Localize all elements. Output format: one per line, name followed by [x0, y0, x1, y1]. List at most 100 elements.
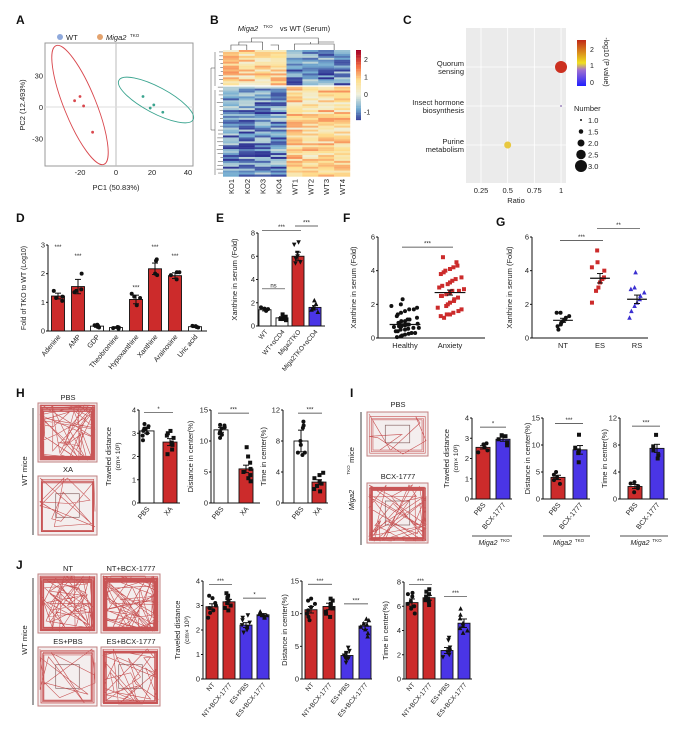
heatmap-cell [334, 63, 351, 66]
maze-h-xa [37, 475, 98, 536]
data-point [391, 325, 396, 330]
heatmap-cell [270, 115, 287, 119]
significance-label: ** [616, 223, 621, 229]
data-point [558, 310, 563, 315]
y-axis-label: Distance in center(%) [523, 422, 532, 494]
data-point [445, 650, 450, 655]
data-point [411, 325, 416, 330]
heatmap-cell [318, 129, 335, 132]
heatmap-cell [334, 96, 351, 99]
heatmap-cell [270, 168, 287, 171]
heatmap-cell [223, 98, 240, 101]
plot-area [466, 28, 566, 183]
heatmap-cell [318, 147, 335, 150]
heatmap-cell [270, 143, 287, 146]
heatmap-cell [318, 172, 335, 175]
y-tick-label: 4 [371, 266, 375, 275]
heatmap-cell [318, 96, 335, 99]
category-label: XA [163, 506, 175, 518]
heatmap-cell [270, 141, 287, 144]
y-tick-label: 0 [465, 495, 469, 504]
heatmap-cell [254, 53, 271, 57]
heatmap-cell [254, 156, 271, 160]
data-point [146, 424, 151, 429]
heatmap-cell [270, 112, 287, 115]
heatmap-cell [286, 108, 303, 111]
heatmap-cell [318, 160, 335, 164]
heatmap-cell [334, 51, 351, 55]
data-point [364, 622, 370, 627]
category-label: WT [258, 329, 270, 341]
heatmap-cell [302, 174, 319, 177]
maze-i-pbs [366, 411, 429, 457]
heatmap-cell [286, 158, 303, 162]
heatmap-cell [238, 55, 255, 59]
heatmap-cell [334, 77, 351, 80]
colorbar-step [356, 88, 361, 91]
data-point [218, 435, 223, 440]
maze-i-bcx [366, 482, 429, 544]
y-tick-label: 2 [397, 650, 401, 659]
heatmap-cell [254, 94, 271, 97]
y-axis-label: Xanthine in serum (Fold) [230, 238, 239, 321]
y-tick-label: 5 [295, 642, 299, 651]
heatmap-cell [254, 50, 271, 53]
heatmap-cell [286, 133, 303, 136]
heatmap-cell [254, 166, 271, 169]
y-tick-label: 0 [276, 499, 280, 508]
data-point [456, 288, 461, 293]
colorbar-step [356, 85, 361, 87]
heatmap-cell [334, 88, 351, 91]
heatmap-cell [223, 75, 240, 78]
data-point [399, 310, 404, 315]
maze-group-label: WT mice [20, 456, 29, 485]
data-point [554, 470, 559, 474]
heatmap-cell [270, 121, 287, 124]
y-axis-unit-label: (cm× 10³) [184, 616, 191, 644]
significance-label: *** [217, 579, 225, 585]
y-axis-label: Xanthine in serum (Fold) [349, 246, 358, 329]
data-point [347, 648, 352, 654]
data-point [423, 598, 428, 603]
heatmap-cell [318, 73, 335, 76]
heatmap-cell [270, 133, 287, 136]
data-point [576, 448, 581, 453]
heatmap-cell [286, 94, 303, 97]
heatmap-cell [270, 67, 287, 70]
data-point [632, 480, 637, 485]
size-legend-dot [576, 149, 586, 160]
heatmap-cell [334, 98, 351, 101]
heatmap-cell [334, 75, 351, 78]
heatmap-cell [238, 160, 255, 164]
data-point [455, 263, 460, 268]
data-point [412, 611, 417, 616]
heatmap-cell [223, 168, 240, 171]
heatmap-cell [334, 137, 351, 140]
heatmap-cell [223, 88, 240, 91]
heatmap-cell [238, 110, 255, 113]
heatmap-cell [223, 61, 240, 64]
heatmap-cell [286, 81, 303, 84]
movement-trace [368, 413, 427, 455]
heatmap-cell [238, 143, 255, 146]
data-point [460, 630, 466, 635]
heatmap-cell [270, 114, 287, 117]
data-point [451, 310, 456, 315]
data-point [558, 322, 563, 327]
heatmap-cell [286, 162, 303, 165]
heatmap-cell [318, 59, 335, 62]
panel-label-g: G [496, 215, 505, 229]
maze-group-label-superscript: TKO [346, 465, 351, 475]
heatmap-cell [270, 92, 287, 95]
data-point [395, 312, 400, 317]
data-point [453, 277, 458, 282]
heatmap-cell [318, 86, 335, 89]
data-point [596, 285, 601, 290]
heatmap-cell [334, 158, 351, 162]
data-point [170, 442, 175, 447]
y-tick-label: 0 [132, 499, 136, 508]
data-point [424, 594, 429, 599]
